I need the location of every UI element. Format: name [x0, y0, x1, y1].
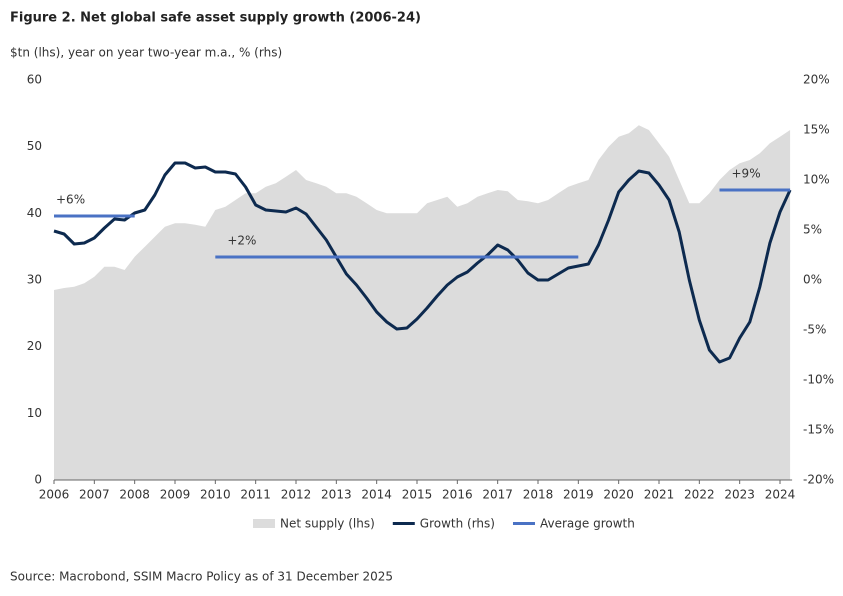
y2-tick-label: 5%: [803, 223, 822, 237]
x-tick-label: 2023: [724, 488, 755, 502]
x-tick-label: 2010: [200, 488, 231, 502]
y2-tick-label: 10%: [803, 173, 830, 187]
y2-tick-label: 0%: [803, 273, 822, 287]
y-tick-label: 60: [27, 73, 42, 87]
x-tick-label: 2012: [281, 488, 312, 502]
x-tick-label: 2009: [160, 488, 191, 502]
x-tick-label: 2013: [321, 488, 352, 502]
x-tick-label: 2017: [482, 488, 513, 502]
legend-label: Net supply (lhs): [280, 517, 375, 531]
x-tick-label: 2014: [361, 488, 392, 502]
x-tick-label: 2024: [765, 488, 796, 502]
area: [54, 125, 791, 481]
x-tick-label: 2011: [240, 488, 271, 502]
y-tick-label: 10: [27, 406, 42, 420]
x-tick-label: 2016: [442, 488, 473, 502]
x-tick-label: 2018: [523, 488, 554, 502]
x-tick-label: 2021: [644, 488, 675, 502]
x-tick-label: 2008: [119, 488, 150, 502]
line: [53, 161, 792, 364]
x-tick-label: 2006: [39, 488, 70, 502]
y2-tick-label: -5%: [803, 323, 826, 337]
y2-tick-label: -20%: [803, 473, 834, 487]
line: [54, 188, 791, 259]
chart-subtitle: $tn (lhs), year on year two-year m.a., %…: [10, 46, 282, 60]
annotation: +2%: [227, 234, 256, 248]
x-tick-label: 2020: [603, 488, 634, 502]
y2-tick-label: 15%: [803, 123, 830, 137]
y-tick-label: 20: [27, 339, 42, 353]
source: Source: Macrobond, SSIM Macro Policy as …: [10, 570, 393, 584]
legend-swatch: [253, 519, 275, 528]
annotation: +9%: [732, 167, 761, 181]
y-tick-label: 50: [27, 139, 42, 153]
x-tick-label: 2015: [402, 488, 433, 502]
y-tick-label: 30: [27, 273, 42, 287]
legend-label: Growth (rhs): [420, 517, 495, 531]
legend-label: Average growth: [540, 517, 635, 531]
x-tick-label: 2022: [684, 488, 715, 502]
y2-tick-label: -10%: [803, 373, 834, 387]
chart-title: Figure 2. Net global safe asset supply g…: [10, 11, 421, 26]
x-tick-label: 2007: [79, 488, 110, 502]
y2-tick-label: -15%: [803, 423, 834, 437]
annotation: +6%: [56, 193, 85, 207]
x-tick-label: 2019: [563, 488, 594, 502]
y2-tick-label: 20%: [803, 73, 830, 87]
y-tick-label: 0: [34, 473, 42, 487]
y-tick-label: 40: [27, 206, 42, 220]
